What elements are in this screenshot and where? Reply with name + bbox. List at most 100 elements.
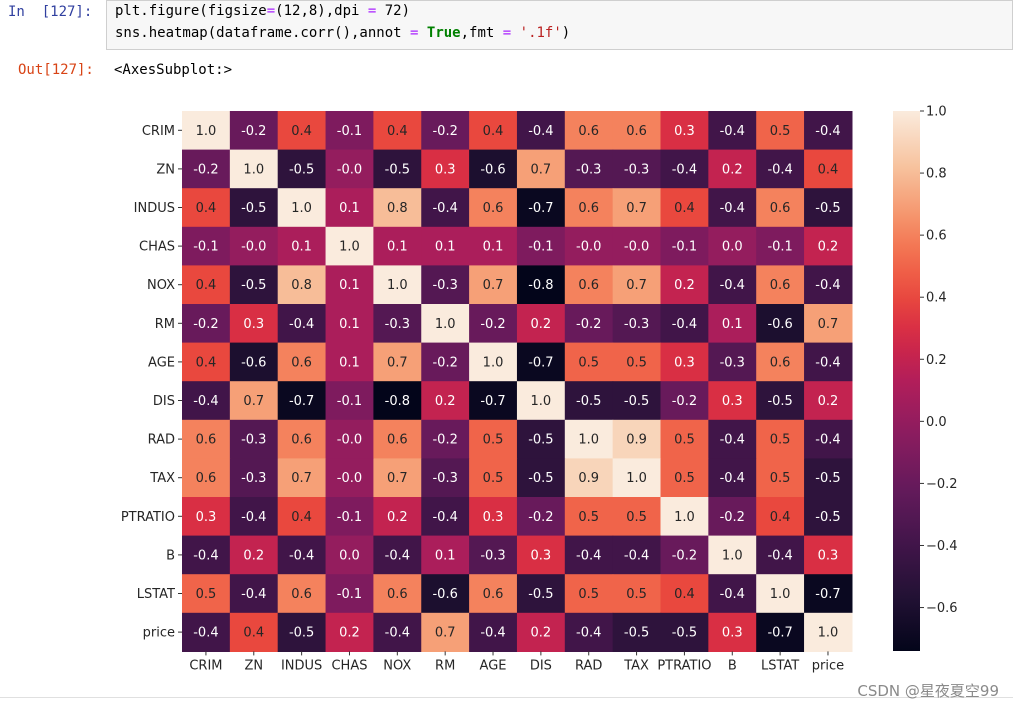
- heatmap-cell-TAX-B: [708, 458, 757, 498]
- heatmap-annotation: 1.0: [818, 626, 839, 641]
- heatmap-cell-B-AGE: [469, 535, 518, 575]
- heatmap-annotation: 0.7: [483, 278, 504, 293]
- heatmap-annotation: 0.6: [770, 201, 791, 216]
- y-tick-label-CHAS: CHAS: [139, 240, 175, 255]
- heatmap-annotation: 0.7: [626, 278, 647, 293]
- heatmap-annotation: -0.2: [672, 394, 697, 409]
- heatmap-annotation: 0.5: [578, 587, 599, 602]
- heatmap-annotation: 0.6: [196, 433, 217, 448]
- heatmap-cell-price-RM: [421, 612, 470, 652]
- heatmap-cell-ZN-NOX: [373, 149, 422, 189]
- heatmap-annotation: 0.5: [483, 471, 504, 486]
- heatmap-cell-AGE-TAX: [612, 342, 662, 382]
- heatmap-cell-ZN-ZN: [229, 149, 279, 189]
- heatmap-annotation: 1.0: [291, 201, 312, 216]
- heatmap-annotation: 0.7: [243, 394, 264, 409]
- heatmap-cell-INDUS-CRIM: [182, 188, 231, 228]
- heatmap-annotation: 0.3: [243, 317, 264, 332]
- heatmap-cell-LSTAT-INDUS: [277, 574, 327, 614]
- y-tick-label-NOX: NOX: [147, 278, 175, 293]
- heatmap-cell-LSTAT-CRIM: [182, 574, 231, 614]
- heatmap-annotation: 0.7: [531, 162, 552, 177]
- heatmap-annotation: 0.6: [626, 124, 647, 139]
- heatmap-annotation: 0.1: [339, 355, 360, 370]
- heatmap-annotation: 0.9: [626, 433, 647, 448]
- heatmap-annotation: 0.5: [770, 471, 791, 486]
- heatmap-cell-price-CHAS: [325, 612, 374, 652]
- colorbar-tick-label: 0.8: [926, 167, 947, 182]
- heatmap-annotation: -0.5: [624, 626, 649, 641]
- y-tick-label-B: B: [166, 548, 175, 563]
- heatmap-annotation: 0.4: [770, 510, 791, 525]
- heatmap-annotation: 0.8: [291, 278, 312, 293]
- heatmap-annotation: -0.4: [672, 317, 697, 332]
- heatmap-annotation: -0.2: [672, 548, 697, 563]
- heatmap-annotation: -0.2: [193, 317, 218, 332]
- heatmap-annotation: 0.6: [196, 471, 217, 486]
- heatmap-annotation: -0.4: [767, 162, 792, 177]
- heatmap-annotation: -0.4: [480, 626, 505, 641]
- x-tick-label-TAX: TAX: [623, 658, 649, 673]
- heatmap-cell-RM-PTRATIO: [660, 304, 709, 344]
- heatmap-cell-INDUS-price: [804, 188, 853, 228]
- heatmap-annotation: 0.5: [578, 355, 599, 370]
- heatmap-cell-CHAS-NOX: [373, 226, 422, 266]
- heatmap-annotation: 0.3: [674, 124, 695, 139]
- heatmap-cell-B-DIS: [516, 535, 566, 575]
- x-tick-label-PTRATIO: PTRATIO: [657, 658, 711, 673]
- heatmap-cell-CHAS-LSTAT: [756, 226, 805, 266]
- x-tick-label-INDUS: INDUS: [281, 658, 322, 673]
- heatmap-annotation: -0.5: [528, 433, 553, 448]
- heatmap-annotation: 0.6: [578, 124, 599, 139]
- heatmap-cell-price-B: [708, 612, 757, 652]
- heatmap-annotation: 0.4: [674, 587, 695, 602]
- code-editor[interactable]: plt.figure(figsize=(12,8),dpi = 72) sns.…: [106, 0, 1013, 50]
- heatmap-cell-price-RAD: [564, 612, 614, 652]
- heatmap-annotation: -0.5: [241, 278, 266, 293]
- heatmap-cell-LSTAT-AGE: [469, 574, 518, 614]
- heatmap-annotation: 1.0: [674, 510, 695, 525]
- input-cell[interactable]: In [127]: plt.figure(figsize=(12,8),dpi …: [0, 0, 1013, 52]
- colorbar-tick-label: 0.2: [926, 353, 947, 368]
- colorbar-tick-label: 1.0: [926, 105, 947, 120]
- heatmap-cell-DIS-PTRATIO: [660, 381, 709, 421]
- heatmap-cell-CHAS-ZN: [229, 226, 279, 266]
- heatmap-cell-RM-DIS: [516, 304, 566, 344]
- heatmap-cell-CHAS-DIS: [516, 226, 566, 266]
- heatmap-cell-price-price: [804, 612, 853, 652]
- heatmap-cell-B-TAX: [612, 535, 662, 575]
- heatmap-annotation: 1.0: [770, 587, 791, 602]
- heatmap-annotation: -0.4: [193, 626, 218, 641]
- heatmap-annotation: -0.3: [624, 162, 649, 177]
- heatmap-cell-CRIM-INDUS: [277, 111, 327, 151]
- heatmap-annotation: 0.7: [387, 355, 408, 370]
- y-tick-label-LSTAT: LSTAT: [137, 587, 175, 602]
- colorbar-tick-label: −0.6: [926, 601, 958, 616]
- heatmap-annotation: -0.2: [720, 510, 745, 525]
- heatmap-cell-RM-RAD: [564, 304, 614, 344]
- heatmap-annotation: -0.3: [385, 317, 410, 332]
- heatmap-cell-RM-INDUS: [277, 304, 327, 344]
- heatmap-annotation: -0.0: [241, 240, 266, 255]
- heatmap-annotation: -0.5: [528, 471, 553, 486]
- heatmap-cell-PTRATIO-NOX: [373, 497, 422, 537]
- heatmap-annotation: 0.5: [578, 510, 599, 525]
- colorbar-tick-label: 0.4: [926, 291, 947, 306]
- heatmap-cell-price-AGE: [469, 612, 518, 652]
- heatmap-cell-RM-RM: [421, 304, 470, 344]
- heatmap-annotation: 1.0: [578, 433, 599, 448]
- heatmap-annotation: 0.1: [339, 317, 360, 332]
- heatmap-annotation: -0.5: [815, 201, 840, 216]
- heatmap-annotation: -0.1: [672, 240, 697, 255]
- heatmap-cell-RAD-RAD: [564, 419, 614, 459]
- heatmap-cell-CRIM-RM: [421, 111, 470, 151]
- heatmap-annotation: 0.1: [291, 240, 312, 255]
- heatmap-annotation: -0.4: [720, 201, 745, 216]
- heatmap-annotation: -0.4: [241, 587, 266, 602]
- heatmap-cell-DIS-ZN: [229, 381, 279, 421]
- heatmap-cell-NOX-PTRATIO: [660, 265, 709, 305]
- heatmap-cell-CRIM-CRIM: [182, 111, 231, 151]
- heatmap-cell-NOX-NOX: [373, 265, 422, 305]
- heatmap-cell-AGE-RM: [421, 342, 470, 382]
